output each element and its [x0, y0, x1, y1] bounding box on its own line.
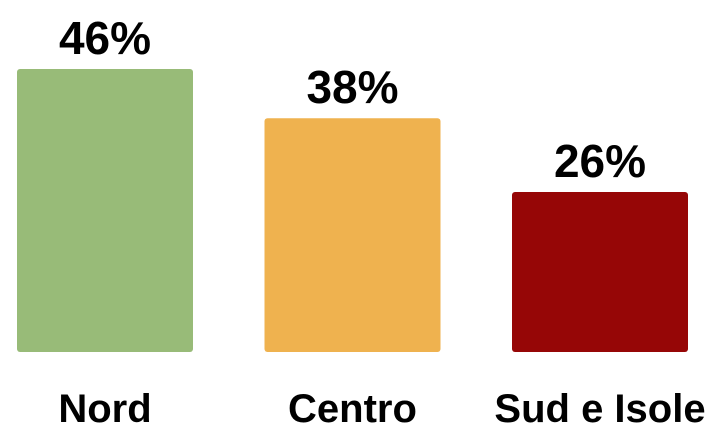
category-label: Nord	[58, 387, 151, 425]
value-label: 46%	[59, 12, 151, 64]
value-label: 38%	[306, 61, 398, 113]
bar	[512, 192, 688, 352]
category-label: Sud e Isole	[494, 387, 705, 425]
bar	[17, 69, 193, 352]
category-label: Centro	[288, 387, 417, 425]
value-label: 26%	[554, 135, 646, 187]
bar	[264, 118, 441, 352]
